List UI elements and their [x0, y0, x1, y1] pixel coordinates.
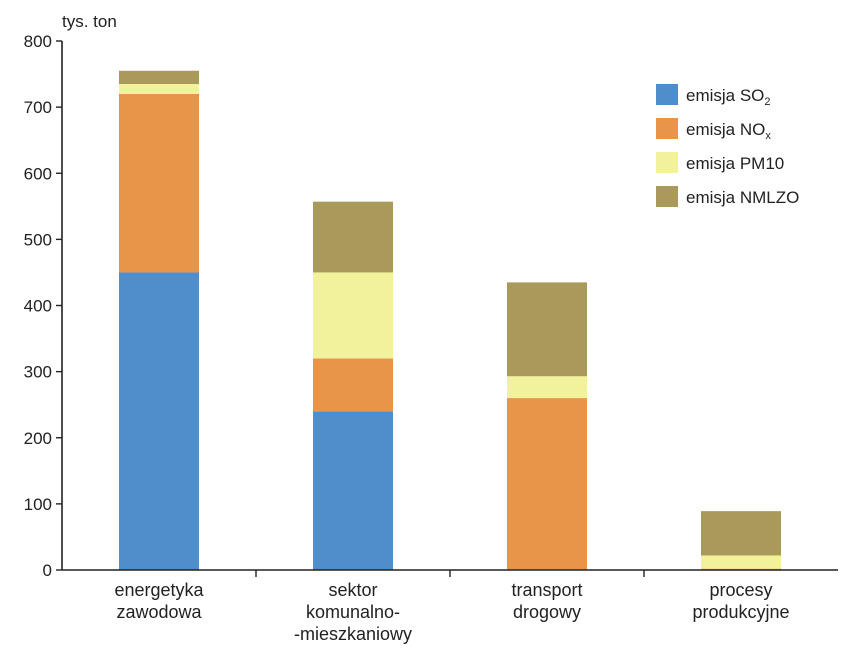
y-tick-label-6: 600 — [24, 164, 52, 183]
bar-segment-0-3 — [119, 70, 199, 84]
bar-segment-1-0 — [313, 411, 393, 570]
legend-label-1: emisja NOx — [686, 120, 771, 142]
x-category-label-0: energetyka zawodowa — [114, 580, 204, 622]
y-tick-label-1: 100 — [24, 495, 52, 514]
y-tick-label-0: 0 — [43, 561, 52, 580]
bar-segment-1-1 — [313, 358, 393, 412]
bar-segment-3-2 — [701, 555, 781, 569]
bar-segment-0-1 — [119, 93, 199, 273]
y-tick-label-3: 300 — [24, 363, 52, 382]
bar-segment-1-3 — [313, 201, 393, 273]
y-tick-label-8: 800 — [24, 32, 52, 51]
legend-swatch-1 — [656, 118, 678, 139]
x-category-label-2: transport drogowy — [511, 580, 582, 622]
bar-segment-2-1 — [507, 398, 587, 570]
legend-swatch-3 — [656, 186, 678, 207]
bar-segment-2-2 — [507, 376, 587, 399]
legend-swatch-2 — [656, 152, 678, 173]
y-axis-unit-label: tys. ton — [62, 12, 117, 31]
y-tick-label-4: 400 — [24, 297, 52, 316]
legend-label-3: emisja NMLZO — [686, 188, 799, 207]
bar-segment-3-3 — [701, 511, 781, 556]
bar-segment-0-0 — [119, 272, 199, 570]
bar-segment-2-3 — [507, 282, 587, 377]
x-category-label-3: procesy produkcyjne — [692, 580, 789, 622]
legend-label-0: emisja SO2 — [686, 86, 771, 108]
x-category-label-1: sektor komunalno--mieszkaniowy — [294, 580, 412, 644]
bar-segment-0-2 — [119, 83, 199, 94]
bar-segment-1-2 — [313, 272, 393, 359]
bars-group — [119, 70, 781, 570]
legend-label-2: emisja PM10 — [686, 154, 784, 173]
legend-swatch-0 — [656, 84, 678, 105]
y-tick-label-7: 700 — [24, 98, 52, 117]
y-tick-label-5: 500 — [24, 230, 52, 249]
axes-group: 0 100 200 300 400 500 600 700 800 energetyka zawod… — [24, 32, 838, 644]
y-tick-label-2: 200 — [24, 429, 52, 448]
legend: emisja SO2 emisja NOx emisja PM10 emisja NM… — [656, 84, 799, 207]
